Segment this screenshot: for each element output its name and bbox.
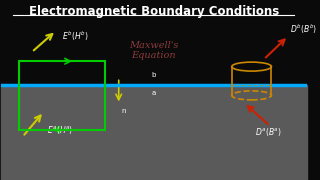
Text: a: a: [152, 90, 156, 96]
Text: Electromagnetic Boundary Conditions: Electromagnetic Boundary Conditions: [29, 5, 279, 18]
Text: b: b: [152, 72, 156, 78]
Text: $D^b(B^b)$: $D^b(B^b)$: [290, 23, 317, 36]
Bar: [20, 61, 105, 130]
Text: n: n: [122, 108, 126, 114]
Text: $E^b(H^b)$: $E^b(H^b)$: [62, 29, 89, 43]
Bar: [1, 0, 307, 85]
Bar: [1, 85, 307, 180]
Text: $E^a(H^a)$: $E^a(H^a)$: [47, 124, 73, 136]
Text: Maxwell's
Equation: Maxwell's Equation: [129, 41, 179, 60]
Text: $D^a(B^a)$: $D^a(B^a)$: [255, 126, 282, 138]
